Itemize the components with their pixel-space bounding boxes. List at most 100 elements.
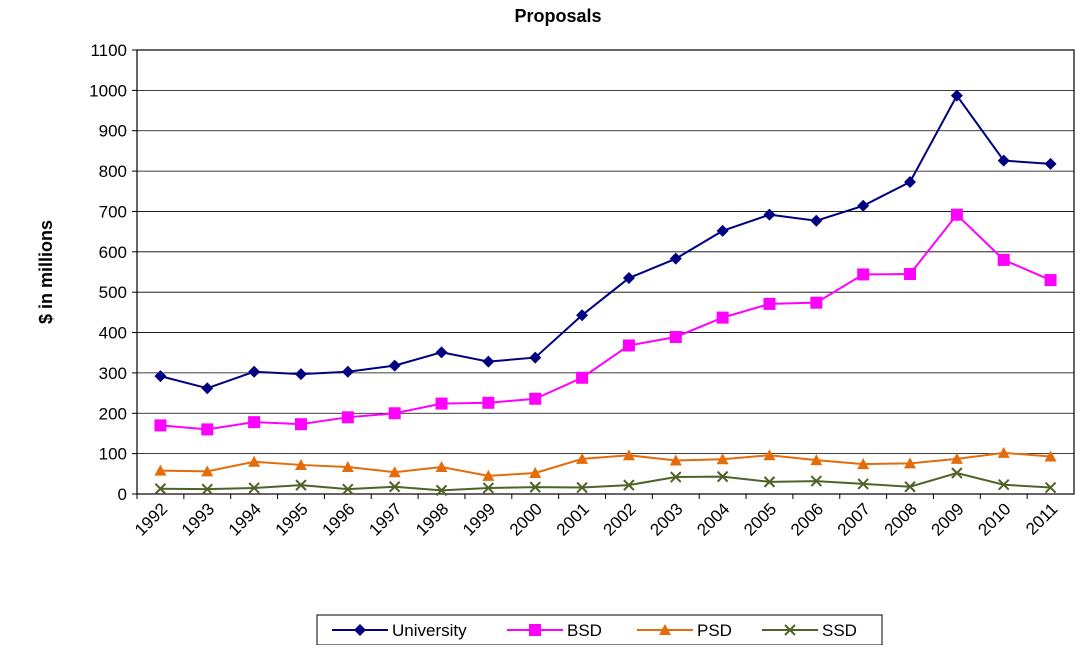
- marker: [998, 479, 1010, 491]
- marker: [482, 396, 495, 409]
- marker: [435, 484, 448, 497]
- marker: [248, 365, 261, 378]
- marker: [670, 471, 682, 483]
- x-tick-label: 1997: [365, 499, 405, 539]
- y-tick-label: 700: [99, 202, 127, 221]
- marker: [529, 392, 542, 405]
- y-tick-label: 400: [99, 324, 127, 343]
- marker: [763, 449, 776, 461]
- marker: [810, 214, 823, 227]
- marker: [576, 371, 589, 384]
- x-tick-label: 1999: [459, 499, 499, 539]
- plot-border: [136, 49, 1075, 495]
- y-tick-label: 0: [118, 485, 127, 504]
- marker: [1044, 481, 1057, 494]
- legend-label: University: [392, 621, 467, 640]
- x-tick-label: 2008: [881, 499, 921, 539]
- x-tick-label: 2005: [740, 499, 780, 539]
- marker: [857, 458, 870, 470]
- marker: [950, 452, 963, 464]
- marker: [659, 624, 671, 635]
- marker: [341, 411, 354, 424]
- marker: [716, 453, 729, 465]
- x-tick-label: 2007: [834, 499, 874, 539]
- marker: [294, 368, 307, 381]
- x-tick-label: 2002: [600, 499, 640, 539]
- marker: [904, 481, 916, 493]
- marker: [201, 483, 213, 495]
- marker: [576, 452, 589, 464]
- marker: [622, 339, 635, 352]
- marker: [784, 624, 796, 636]
- y-tick-label: 200: [99, 404, 127, 423]
- y-tick-label: 800: [99, 162, 127, 181]
- marker: [341, 460, 354, 472]
- marker: [529, 624, 541, 636]
- y-axis-label: $ in millions: [36, 220, 56, 324]
- marker: [482, 355, 495, 368]
- y-tick-label: 1100: [90, 41, 127, 60]
- marker: [716, 470, 729, 483]
- marker: [950, 208, 963, 221]
- marker: [388, 407, 401, 420]
- marker: [997, 253, 1010, 266]
- marker: [354, 624, 366, 636]
- marker: [248, 455, 261, 467]
- marker: [997, 446, 1010, 458]
- marker: [716, 224, 729, 237]
- x-tick-label: 2006: [787, 499, 827, 539]
- x-tick-label: 1998: [412, 499, 452, 539]
- marker: [576, 309, 589, 322]
- legend: University BSD PSD SSD: [316, 614, 883, 646]
- marker: [294, 458, 307, 470]
- marker: [763, 297, 776, 310]
- marker: [951, 467, 963, 479]
- x-tick-label: 2010: [974, 499, 1014, 539]
- marker: [1044, 157, 1057, 170]
- marker: [248, 482, 260, 494]
- marker: [1044, 450, 1057, 462]
- legend-label: BSD: [567, 621, 602, 640]
- marker: [857, 478, 869, 490]
- marker: [342, 483, 354, 495]
- marker: [201, 382, 214, 395]
- marker: [435, 397, 448, 410]
- marker: [904, 268, 917, 281]
- series-line: [160, 471, 1051, 492]
- marker: [622, 449, 635, 461]
- marker: [154, 370, 167, 383]
- marker: [435, 460, 448, 472]
- marker: [857, 199, 870, 212]
- marker: [388, 466, 401, 478]
- marker: [295, 479, 307, 491]
- marker: [482, 469, 495, 481]
- marker: [904, 175, 917, 188]
- y-tick-label: 300: [99, 364, 127, 383]
- marker: [201, 423, 214, 436]
- marker: [388, 481, 401, 493]
- marker: [810, 454, 823, 466]
- series-line: [160, 93, 1051, 390]
- series-line: [160, 451, 1051, 477]
- x-tick-label: 2001: [553, 499, 593, 539]
- chart-title: Proposals: [514, 6, 601, 26]
- x-tick-label: 2009: [928, 499, 968, 539]
- x-tick-label: 1993: [178, 499, 218, 539]
- marker: [341, 365, 354, 378]
- marker: [950, 89, 963, 102]
- marker: [763, 476, 776, 488]
- marker: [669, 454, 682, 466]
- marker: [154, 419, 167, 432]
- y-tick-label: 600: [99, 243, 127, 262]
- y-tick-label: 500: [99, 283, 127, 302]
- x-tick-label: 2000: [506, 499, 546, 539]
- marker: [763, 208, 776, 221]
- marker: [248, 416, 261, 429]
- marker: [435, 346, 448, 359]
- marker: [810, 296, 823, 309]
- y-tick-label: 100: [99, 445, 127, 464]
- marker: [622, 272, 635, 285]
- x-tick-label: 2011: [1022, 499, 1061, 538]
- x-tick-label: 2003: [646, 499, 686, 539]
